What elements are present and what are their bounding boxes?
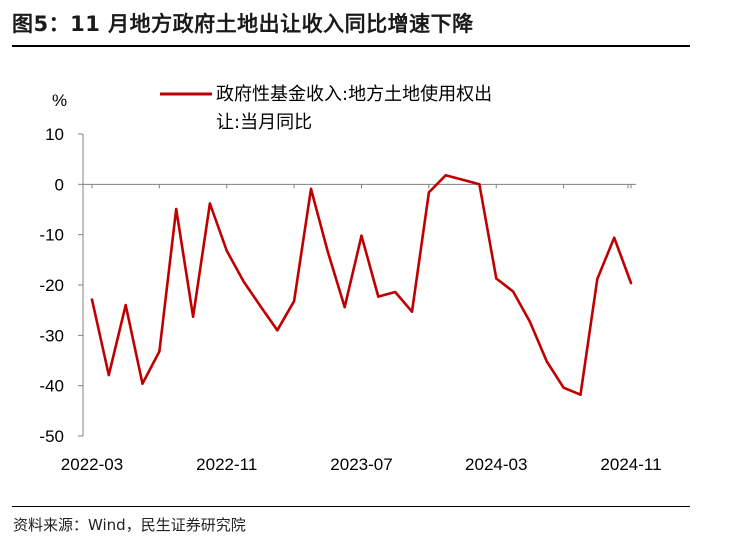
data-point (579, 393, 582, 396)
data-point (259, 304, 262, 308)
data-point (90, 298, 94, 301)
source-note: 资料来源：Wind，民生证券研究院 (13, 516, 246, 534)
data-point (596, 277, 599, 281)
data-point (495, 277, 498, 280)
y-axis-unit-label: % (52, 91, 67, 110)
legend-label-line1: 政府性基金收入:地方土地使用权出 (216, 84, 492, 105)
data-point (612, 236, 616, 239)
data-point (292, 299, 296, 303)
y-tick-label: -40 (39, 377, 64, 396)
data-point (343, 305, 346, 309)
data-point (225, 249, 228, 252)
data-point (629, 281, 633, 285)
y-tick-label: 0 (55, 175, 64, 194)
data-point (461, 178, 464, 182)
tick-labels: 10 0 -10 -20 -30 -40 -50% 2022-03 2022-11 2023-07… (39, 91, 661, 474)
data-point (276, 329, 279, 332)
data-point (141, 382, 144, 385)
data-point (242, 280, 245, 283)
x-tick-label: 2022-11 (196, 455, 257, 474)
chart-axes (78, 133, 636, 437)
data-point (478, 183, 481, 186)
data-point (175, 207, 178, 211)
y-tick-label: -10 (39, 226, 64, 245)
x-tick-label: 2023-07 (330, 455, 392, 474)
data-point (410, 310, 414, 313)
y-tick-label: -30 (39, 326, 64, 345)
data-point (511, 290, 515, 293)
figure-title: 图5：11 月地方政府土地出让收入同比增速下降 (12, 12, 474, 36)
x-tick-label: 2024-11 (600, 455, 661, 474)
data-point (158, 350, 161, 353)
data-point (191, 315, 195, 318)
series-line (90, 174, 633, 397)
data-point (427, 191, 431, 194)
data-point (393, 290, 397, 294)
y-tick-label: -50 (39, 427, 64, 446)
source-rule (12, 506, 690, 507)
title-rule (12, 45, 690, 47)
data-point (309, 187, 313, 191)
data-point (360, 234, 363, 237)
chart-legend: 政府性基金收入:地方土地使用权出 让:当月同比 (160, 84, 492, 133)
data-point (107, 373, 111, 377)
data-point (326, 250, 330, 253)
data-point (528, 320, 532, 323)
data-point (545, 360, 548, 363)
data-point (444, 174, 447, 177)
legend-label-line2: 让:当月同比 (216, 112, 312, 133)
data-point (377, 295, 380, 298)
data-point (208, 202, 212, 205)
x-tick-label: 2022-03 (61, 455, 123, 474)
data-point (562, 386, 565, 389)
y-tick-label: 10 (45, 125, 64, 144)
x-tick-label: 2024-03 (465, 455, 527, 474)
plot-area (90, 174, 633, 397)
data-point (124, 303, 127, 307)
y-tick-label: -20 (39, 276, 64, 295)
